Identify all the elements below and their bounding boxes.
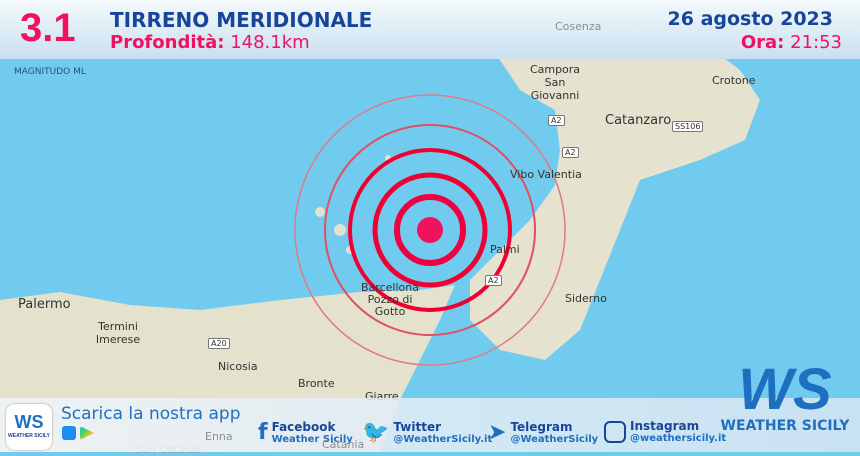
logo-name: WEATHER SICILY [720,418,850,434]
road-shield: SS106 [672,121,704,132]
social-twitter[interactable]: 🐦 Twitter @WeatherSicily.it [362,420,492,445]
social-handle: @weathersicily.it [630,433,727,444]
time-label: Ora: [740,32,785,53]
place-label: Bronte [298,377,335,390]
weather-sicily-logo: WS WEATHER SICILY [715,360,855,450]
epicenter [294,94,566,366]
road-shield: A20 [208,338,230,349]
social-name: Telegram [510,419,573,434]
road-shield: A2 [485,275,502,286]
time: Ora: 21:53 [741,32,842,53]
social-name: Instagram [630,419,700,433]
app-icon-text: WS [14,412,44,432]
place-label: Siderno [565,292,607,305]
place-label: Cosenza [555,20,602,33]
magnitude-scale-label: MAGNITUDO ML [14,67,86,77]
facebook-icon: f [258,420,268,445]
place-label: Palermo [18,297,71,312]
twitter-icon: 🐦 [362,420,390,445]
island [315,207,325,217]
social-telegram[interactable]: ➤ Telegram @WeatherSicily [488,420,598,445]
social-handle: @WeatherSicily.it [393,433,493,445]
social-instagram[interactable]: Instagram @weathersicily.it [604,420,726,444]
app-icon[interactable]: WS WEATHER SICILY [6,404,52,450]
place-label: Vibo Valentia [510,168,582,181]
place-label: Nicosia [218,360,258,373]
header: 3.1 TIRRENO MERIDIONALE Profondità: 148.… [0,0,860,59]
logo-mark: WS [738,357,832,422]
place-label: Catania [322,438,365,451]
app-icon-sub: WEATHER SICILY [8,433,50,439]
footer: WS WEATHER SICILY Scarica la nostra app f… [0,398,860,452]
road-shield: A2 [562,147,579,158]
depth-value: 148.1km [230,32,310,53]
download-app-link[interactable]: Scarica la nostra app [61,404,241,424]
social-handle: @WeatherSicily [510,433,599,445]
app-store-icon[interactable] [62,426,76,440]
telegram-icon: ➤ [488,420,507,445]
google-play-icon[interactable] [80,426,94,440]
social-handle: Weather Sicily [271,433,353,445]
place-label: Palmi [490,243,520,256]
place-label: Crotone [712,74,756,87]
depth: Profondità: 148.1km [110,32,310,53]
region-title: TIRRENO MERIDIONALE [110,8,373,32]
place-label: Catanzaro [605,113,672,128]
place-label: Campora San Giovanni [529,63,581,102]
place-label: Termini Imerese [95,320,141,346]
time-value: 21:53 [790,32,842,53]
road-shield: A2 [548,115,565,126]
island [334,224,346,236]
depth-label: Profondità: [110,32,225,53]
date: 26 agosto 2023 [667,8,833,30]
social-name: Twitter [393,419,442,434]
magnitude: 3.1 [20,6,76,50]
social-facebook[interactable]: f Facebook Weather Sicily [258,420,353,445]
place-label: Barcellona Pozzo di Gotto [361,281,419,318]
instagram-icon [604,421,626,443]
place-label: Enna [205,430,233,443]
calabria-land [470,0,760,360]
social-name: Facebook [271,419,336,434]
